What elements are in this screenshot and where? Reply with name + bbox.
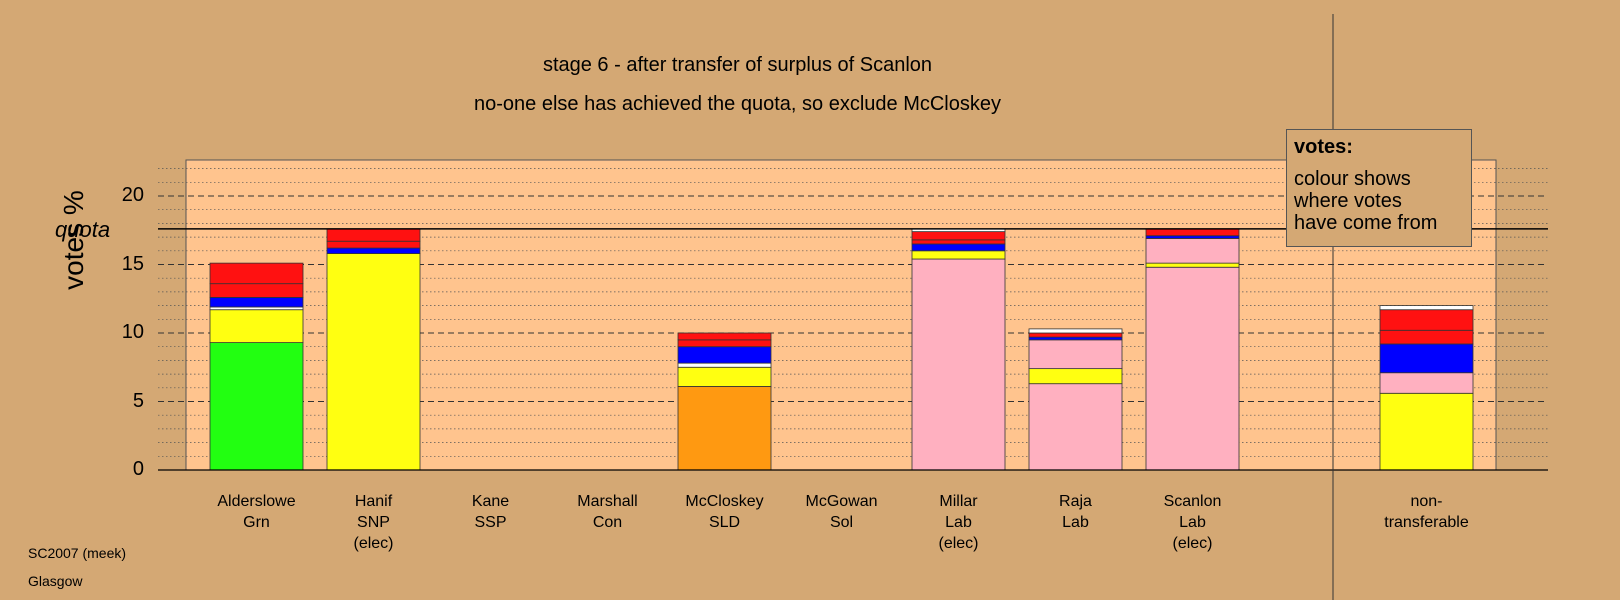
bar-segment <box>1145 238 1240 264</box>
y-tick-label: 10 <box>121 321 144 343</box>
bar-segment <box>209 342 304 471</box>
bar-segment <box>677 386 772 471</box>
bar-segment <box>1379 309 1474 331</box>
quota-label: quota <box>55 217 111 242</box>
candidate-label-line: SSP <box>474 514 507 531</box>
bar-segment <box>911 231 1006 241</box>
candidate-label: Scanlon Lab (elec) <box>1133 491 1253 554</box>
candidate-label-line: SLD <box>708 514 741 531</box>
candidate-label-line: Millar <box>939 493 978 510</box>
candidate-label-line: Grn <box>243 514 270 531</box>
candidate-label: Hanif SNP (elec) <box>314 491 434 554</box>
candidate-label-line: Hanif <box>354 493 393 510</box>
candidate-label-line: Lab <box>1179 514 1206 531</box>
bar-segment <box>1028 332 1123 338</box>
bar-segment <box>911 250 1006 260</box>
candidate-label: Raja Lab <box>1016 491 1136 533</box>
candidate-label: McGowan Sol <box>782 491 902 533</box>
candidate-label: Kane SSP <box>431 491 551 533</box>
bar-segment <box>911 258 1006 471</box>
candidate-label: Alderslowe Grn <box>197 491 317 533</box>
candidate-label: non-transferable <box>1367 491 1487 533</box>
bar-segment <box>209 309 304 343</box>
legend-line-2: where votes <box>1294 190 1402 212</box>
bar-segment <box>1145 266 1240 471</box>
bar-segment <box>326 247 421 254</box>
legend-line-1: colour shows <box>1294 168 1411 190</box>
bar-segment <box>1145 262 1240 268</box>
candidate-label-line: transferable <box>1384 514 1469 531</box>
candidate-label-line: Con <box>592 514 623 531</box>
y-tick-label: 20 <box>121 184 144 206</box>
page-subtitle: no-one else has achieved the quota, so e… <box>474 93 1001 115</box>
candidate-label-line: McGowan <box>805 493 878 510</box>
legend-line-3: have come from <box>1294 212 1438 234</box>
candidate-label-line: (elec) <box>353 535 394 552</box>
bar-segment <box>1028 368 1123 385</box>
y-tick-label: 0 <box>132 458 144 480</box>
bar-segment <box>209 262 304 285</box>
bar-segment <box>1379 392 1474 471</box>
candidate-label-line: (elec) <box>938 535 979 552</box>
candidate-label: McCloskey SLD <box>665 491 785 533</box>
bar-segment <box>1379 329 1474 345</box>
bar-segment <box>326 240 421 249</box>
candidate-label: Marshall Con <box>548 491 668 533</box>
bar-segment <box>1379 343 1474 374</box>
candidate-label: Millar Lab (elec) <box>899 491 1019 554</box>
page-title: stage 6 - after transfer of surplus of S… <box>542 54 933 76</box>
footer-region: Glasgow <box>28 573 83 589</box>
footer-method: SC2007 (meek) <box>28 545 127 561</box>
candidate-label-line: SNP <box>357 514 390 531</box>
candidate-label-line: Kane <box>471 493 510 510</box>
bar-segment <box>1379 305 1474 311</box>
bar-segment <box>677 362 772 368</box>
bar-segment <box>911 243 1006 252</box>
bar-segment <box>1028 339 1123 370</box>
candidate-label-line: Scanlon <box>1163 493 1222 510</box>
candidate-label-line: Marshall <box>577 493 638 510</box>
bar-segment <box>209 283 304 298</box>
y-tick-label: 15 <box>121 252 144 275</box>
candidate-label-line: Sol <box>829 514 854 531</box>
bar-segment <box>1145 235 1240 239</box>
bar-segment <box>677 339 772 348</box>
bar-segment <box>1028 328 1123 334</box>
legend-title: votes: <box>1294 136 1353 158</box>
candidate-label-line: non- <box>1410 493 1443 510</box>
candidate-label-line: Lab <box>945 514 972 531</box>
candidate-label-line: Raja <box>1059 493 1092 510</box>
candidate-label-line: McCloskey <box>685 493 764 510</box>
bar-segment <box>677 366 772 387</box>
bar-segment <box>1379 372 1474 394</box>
bar-segment <box>911 239 1006 245</box>
bar-segment <box>209 296 304 308</box>
bar-segment <box>1145 228 1240 237</box>
bar-segment <box>326 253 421 471</box>
bar-segment <box>326 228 421 242</box>
bar-segment <box>677 346 772 364</box>
y-tick-label: 5 <box>132 389 144 412</box>
bar-segment <box>677 332 772 341</box>
bar-segment <box>209 306 304 311</box>
candidate-label-line: (elec) <box>1172 535 1213 552</box>
bar-segment <box>1028 383 1123 471</box>
candidate-label-line: Alderslowe <box>217 493 296 510</box>
legend-box: votes: colour shows where votes have com… <box>1286 129 1472 247</box>
bar-segment <box>1028 336 1123 341</box>
candidate-label-line: Lab <box>1062 514 1089 531</box>
